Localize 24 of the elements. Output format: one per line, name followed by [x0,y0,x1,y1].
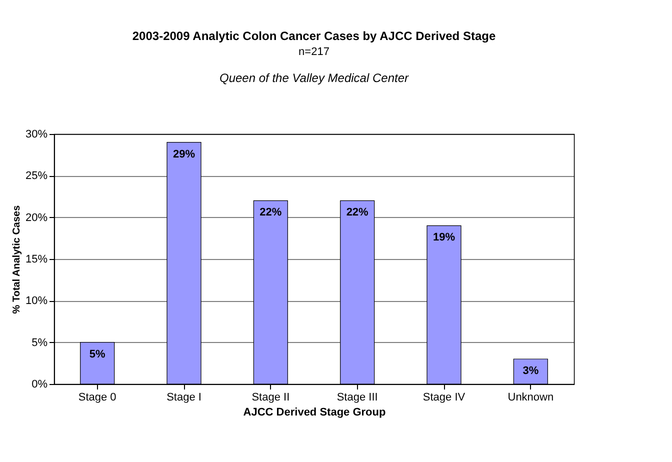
chart-title: 2003-2009 Analytic Colon Cancer Cases by AJCC Derived Stage [132,29,496,43]
y-tick-label: 20% [25,212,48,224]
data-label: 22% [346,206,369,219]
data-label: 3% [522,365,539,377]
y-tick-label: 25% [25,170,48,182]
x-axis-title: AJCC Derived Stage Group [243,406,386,418]
y-tick-label: 30% [25,128,48,140]
data-label: 22% [260,206,282,219]
data-label: 19% [432,232,456,244]
x-tick-label: Stage IV [422,392,466,404]
x-tick-label: Stage II [252,392,290,404]
y-tick-label: 0% [32,378,48,390]
y-tick-label: 10% [25,295,48,308]
x-tick-label: Stage I [166,392,202,404]
y-axis-title: % Total Analytic Cases [11,204,22,314]
chart-subtitle: n=217 [298,46,330,58]
y-tick-label: 15% [25,254,48,266]
x-tick-label: Stage III [336,392,378,404]
x-tick-label: Stage 0 [78,392,116,404]
y-tick-label: 5% [32,336,48,349]
x-tick-label: Unknown [508,392,554,404]
data-label: 29% [172,148,196,160]
text: Queen of the Valley Medical Center [220,71,410,85]
data-label: 5% [89,348,106,360]
